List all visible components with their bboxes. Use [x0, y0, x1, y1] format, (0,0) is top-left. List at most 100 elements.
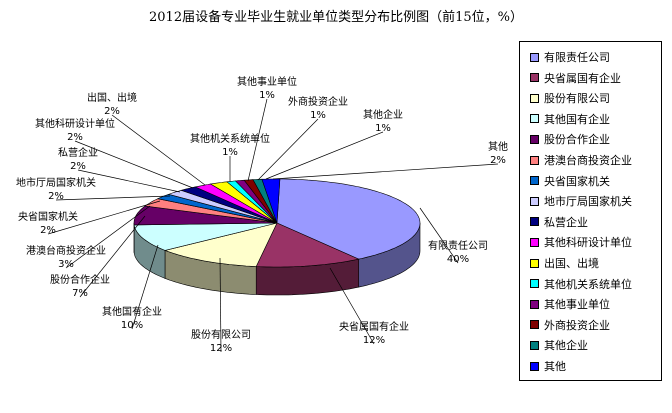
slice-5-leader-line — [79, 215, 146, 298]
legend-label: 其他企业 — [544, 339, 588, 353]
legend-swatch — [530, 299, 539, 309]
slice-2-top — [255, 222, 360, 268]
slice-3-value-label: 12% — [210, 343, 232, 354]
slice-13-top — [234, 179, 278, 224]
legend-swatch — [530, 361, 539, 371]
legend-item-2: 央省属国有企业 — [530, 71, 621, 85]
slice-15-leader-line — [265, 131, 384, 180]
legend-item-1: 有限责任公司 — [530, 50, 610, 64]
legend-item-10: 其他科研设计单位 — [530, 235, 632, 249]
slice-6-leader-line — [65, 205, 151, 269]
legend-item-13: 其他事业单位 — [530, 297, 610, 311]
legend-item-7: 央省国家机关 — [530, 174, 610, 188]
slice-10-top — [194, 183, 278, 224]
slice-4-name-label: 其他国有企业 — [102, 305, 162, 318]
legend-label: 出国、出境 — [544, 257, 599, 270]
legend-swatch — [530, 134, 539, 144]
legend-item-15: 其他企业 — [530, 338, 588, 352]
slice-12-value-label: 1% — [222, 147, 238, 158]
legend-swatch — [530, 93, 539, 103]
slice-1-name-label: 有限责任公司 — [428, 239, 488, 252]
slice-10-value-label: 2% — [67, 132, 83, 143]
slice-5-top — [133, 205, 278, 226]
slice-1-value-label: 40% — [447, 254, 469, 265]
legend-swatch — [530, 237, 539, 247]
slice-12-name-label: 其他机关系统单位 — [190, 132, 270, 145]
slice-1-top — [276, 178, 421, 260]
legend-swatch — [530, 196, 539, 206]
data-labels: 有限责任公司 40% 央省属国有企业 12% 股份有限公司 12% 其他国有企业 10% 股份合… — [16, 75, 508, 354]
slice-16-value-label: 2% — [490, 155, 506, 166]
slice-9-leader-line — [77, 169, 181, 193]
legend-label: 其他国有企业 — [544, 112, 610, 126]
legend-swatch — [530, 176, 539, 186]
slice-13-value-label: 1% — [259, 90, 275, 101]
legend-item-9: 私营企业 — [530, 215, 588, 229]
slice-11-top — [209, 181, 278, 224]
slice-7-leader-line — [47, 200, 161, 235]
slice-16-name-label: 其他 — [488, 140, 508, 153]
legend-label: 其他科研设计单位 — [544, 236, 632, 250]
slice-2-leader-line — [329, 267, 375, 345]
slice-11-leader-line — [111, 114, 206, 186]
slice-15-top — [252, 178, 278, 224]
legend-item-16: 其他 — [530, 359, 566, 373]
legend-label: 地市厅局国家机关 — [544, 195, 632, 209]
slice-14-leader-line — [257, 118, 319, 181]
slice-2-name-label: 央省属国有企业 — [339, 320, 409, 333]
legend-swatch — [530, 320, 539, 330]
slice-11-value-label: 2% — [104, 106, 120, 117]
legend-swatch — [530, 258, 539, 268]
slice-3-name-label: 股份有限公司 — [191, 328, 251, 341]
slice-14-name-label: 外商投资企业 — [288, 95, 348, 108]
slice-5-value-label: 7% — [72, 288, 88, 299]
pie-tops — [133, 178, 421, 268]
slice-9-top — [180, 186, 278, 224]
slice-9-value-label: 2% — [70, 161, 86, 172]
legend-item-11: 出国、出境 — [530, 256, 599, 270]
legend-item-14: 外商投资企业 — [530, 318, 610, 332]
slice-15-name-label: 其他企业 — [363, 108, 403, 121]
slice-3-top — [163, 222, 278, 267]
legend-swatch — [530, 52, 539, 62]
legend-label: 有限责任公司 — [544, 51, 610, 64]
legend-label: 外商投资企业 — [544, 318, 610, 332]
slice-1-leader-line — [419, 207, 459, 264]
slice-4-leader-line — [131, 244, 159, 330]
slice-6-value-label: 3% — [58, 259, 74, 270]
slice-11-name-label: 出国、出境 — [87, 91, 137, 104]
legend-label: 其他事业单位 — [544, 298, 610, 312]
legend-item-4: 其他国有企业 — [530, 112, 610, 126]
legend-item-6: 港澳台商投资企业 — [530, 153, 632, 167]
legend-label: 其他 — [544, 360, 566, 373]
legend-swatch — [530, 155, 539, 165]
slice-5-name-label: 股份合作企业 — [50, 273, 110, 286]
slice-8-leader-line — [55, 195, 171, 201]
slice-3-leader-line — [219, 257, 222, 353]
legend-label: 股份有限公司 — [544, 92, 610, 106]
legend-swatch — [530, 73, 539, 83]
slice-7-name-label: 央省国家机关 — [18, 210, 78, 223]
slice-4-value-label: 10% — [121, 320, 143, 331]
slice-8-value-label: 2% — [48, 191, 64, 202]
slice-8-name-label: 地市厅局国家机关 — [16, 176, 96, 189]
slice-7-value-label: 2% — [40, 225, 56, 236]
slice-2-value-label: 12% — [363, 335, 385, 346]
slice-16-leader-line — [272, 163, 499, 180]
chart-title: 2012届设备专业毕业生就业单位类型分布比例图（前15位，%） — [149, 10, 523, 25]
legend-label: 股份合作企业 — [544, 133, 610, 147]
slice-10-name-label: 其他科研设计单位 — [35, 117, 115, 130]
legend-swatch — [530, 340, 539, 350]
legend-item-5: 股份合作企业 — [530, 132, 610, 146]
slice-6-name-label: 港澳台商投资企业 — [26, 244, 106, 257]
slice-16-top — [261, 178, 281, 224]
slice-12-top — [226, 180, 278, 224]
legend-item-3: 股份有限公司 — [530, 91, 610, 105]
legend-label: 港澳台商投资企业 — [544, 154, 632, 167]
slice-10-leader-line — [74, 140, 194, 189]
slice-8-top — [167, 189, 278, 224]
legend-label: 央省属国有企业 — [544, 71, 621, 85]
legend-label: 央省国家机关 — [544, 174, 610, 188]
slice-9-name-label: 私营企业 — [58, 146, 98, 159]
